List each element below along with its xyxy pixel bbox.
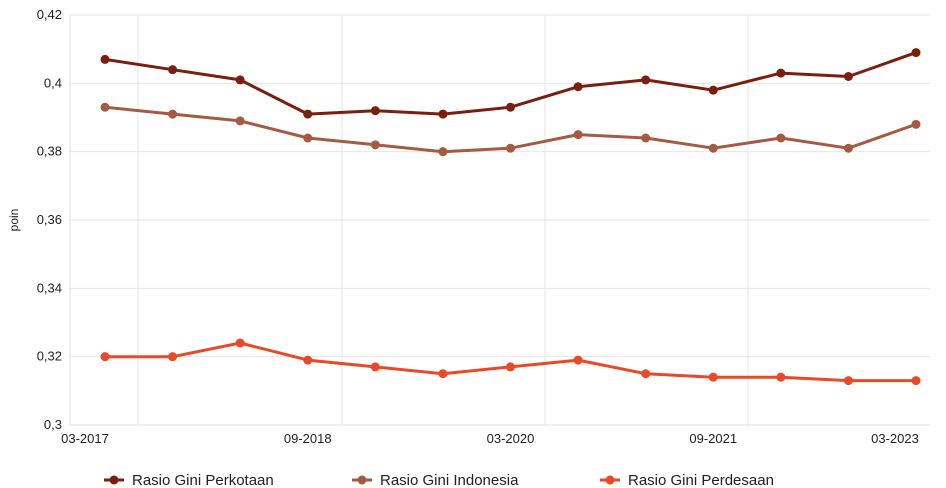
y-tick-label: 0,38 (37, 144, 62, 159)
grid-lines (70, 14, 930, 426)
legend-swatch-marker (605, 475, 615, 485)
legend-swatch-marker (109, 475, 119, 485)
data-point (776, 68, 786, 78)
data-point (573, 82, 583, 92)
x-tick-label: 03-2023 (871, 431, 919, 446)
data-point (100, 352, 110, 362)
data-point (168, 352, 178, 362)
legend: Rasio Gini Perkotaan Rasio Gini Indonesia… (104, 472, 774, 488)
data-point (911, 48, 921, 58)
data-point (235, 338, 245, 348)
data-point (370, 140, 380, 150)
legend-item: Rasio Gini Indonesia (352, 472, 519, 488)
y-tick-label: 0,4 (44, 75, 62, 90)
series-2 (100, 102, 921, 157)
data-point (370, 362, 380, 372)
data-point (303, 109, 313, 119)
data-point (708, 372, 718, 382)
data-point (776, 372, 786, 382)
data-point (641, 75, 651, 85)
legend-label: Rasio Gini Indonesia (380, 472, 519, 488)
data-point (506, 362, 515, 372)
data-point (303, 355, 313, 365)
data-point (911, 376, 921, 386)
legend-item: Rasio Gini Perdesaan (600, 472, 774, 488)
data-point (303, 133, 313, 143)
series-1 (100, 48, 921, 119)
y-axis-title: poin (7, 209, 21, 232)
data-point (641, 133, 651, 143)
data-point (438, 369, 448, 379)
data-point (235, 116, 245, 126)
data-point (911, 119, 921, 129)
data-point (506, 143, 515, 153)
data-point (168, 65, 178, 75)
data-point (708, 85, 718, 95)
data-point (843, 72, 853, 81)
data-point (100, 102, 110, 112)
legend-label: Rasio Gini Perkotaan (132, 472, 274, 488)
series-3 (100, 338, 921, 386)
data-point (573, 355, 583, 365)
data-point (776, 133, 786, 143)
x-tick-label: 09-2021 (689, 431, 737, 446)
axes: 0,3 0,32 0,34 0,36 0,38 0,4 0,42 03-2017 09-2018… (7, 7, 930, 446)
data-point (506, 102, 515, 112)
x-tick-label: 03-2017 (61, 431, 109, 446)
x-tick-label: 09-2018 (284, 431, 332, 446)
y-tick-label: 0,32 (37, 349, 62, 364)
y-tick-label: 0,42 (37, 7, 62, 22)
data-point (438, 147, 448, 157)
data-point (438, 109, 448, 119)
legend-item: Rasio Gini Perkotaan (104, 472, 274, 488)
data-point (641, 369, 651, 379)
data-point (843, 143, 853, 153)
data-point (708, 143, 718, 153)
legend-label: Rasio Gini Perdesaan (628, 472, 774, 488)
data-point (235, 75, 245, 85)
series-line (103, 341, 918, 383)
series-lines (100, 48, 921, 386)
y-tick-label: 0,3 (44, 417, 62, 432)
y-tick-label: 0,34 (37, 280, 62, 295)
y-tick-label: 0,36 (37, 212, 62, 227)
legend-swatch-marker (357, 475, 367, 485)
data-point (168, 109, 178, 119)
data-point (370, 106, 380, 116)
data-point (573, 130, 583, 140)
x-tick-label: 03-2020 (487, 431, 535, 446)
data-point (843, 376, 853, 386)
data-point (100, 54, 110, 64)
